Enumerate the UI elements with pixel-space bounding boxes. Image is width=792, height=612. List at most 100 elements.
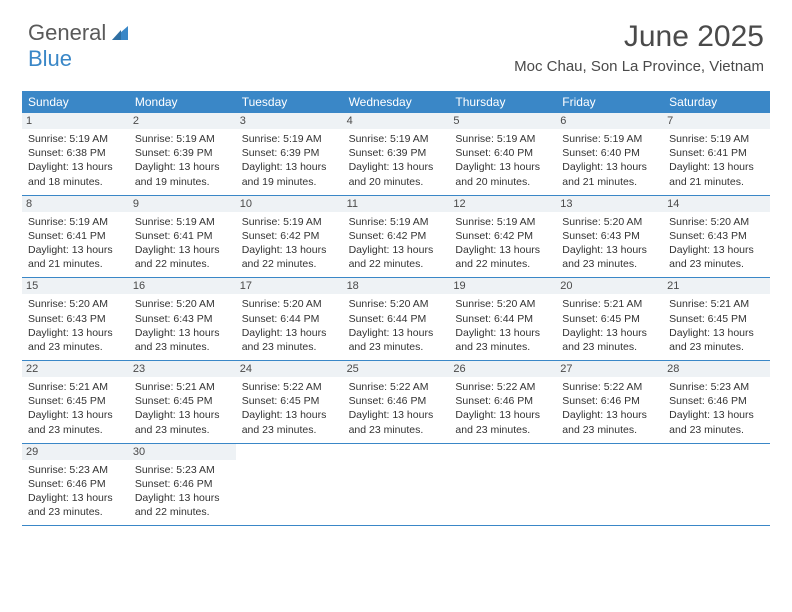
sunset-text: Sunset: 6:44 PM (349, 312, 444, 326)
daylight-text: and 23 minutes. (349, 423, 444, 437)
daylight-text: and 22 minutes. (135, 257, 230, 271)
calendar-day: 7Sunrise: 5:19 AMSunset: 6:41 PMDaylight… (663, 113, 770, 195)
day-number: 11 (343, 196, 450, 212)
daylight-text: and 23 minutes. (28, 505, 123, 519)
sunrise-text: Sunrise: 5:19 AM (562, 132, 657, 146)
day-number: 19 (449, 278, 556, 294)
calendar-day-empty: . (556, 444, 663, 526)
calendar-day: 29Sunrise: 5:23 AMSunset: 6:46 PMDayligh… (22, 444, 129, 526)
daylight-text: and 23 minutes. (562, 340, 657, 354)
sunrise-text: Sunrise: 5:20 AM (28, 297, 123, 311)
sunrise-text: Sunrise: 5:19 AM (669, 132, 764, 146)
daylight-text: Daylight: 13 hours (349, 243, 444, 257)
daylight-text: Daylight: 13 hours (669, 243, 764, 257)
day-number: 12 (449, 196, 556, 212)
day-number: 15 (22, 278, 129, 294)
sunset-text: Sunset: 6:43 PM (28, 312, 123, 326)
daylight-text: and 23 minutes. (135, 423, 230, 437)
sunrise-text: Sunrise: 5:22 AM (242, 380, 337, 394)
sunset-text: Sunset: 6:39 PM (242, 146, 337, 160)
calendar-day: 17Sunrise: 5:20 AMSunset: 6:44 PMDayligh… (236, 278, 343, 360)
calendar-day: 25 Sunrise: 5:22 AMSunset: 6:46 PMDayligh… (343, 361, 450, 443)
weekday-header: Wednesday (343, 91, 450, 113)
sunset-text: Sunset: 6:42 PM (349, 229, 444, 243)
day-number: 27 (556, 361, 663, 377)
sunset-text: Sunset: 6:46 PM (669, 394, 764, 408)
weekday-header: Friday (556, 91, 663, 113)
calendar-day: 23Sunrise: 5:21 AMSunset: 6:45 PMDayligh… (129, 361, 236, 443)
daylight-text: Daylight: 13 hours (669, 326, 764, 340)
daylight-text: Daylight: 13 hours (349, 326, 444, 340)
sunrise-text: Sunrise: 5:19 AM (28, 132, 123, 146)
daylight-text: and 22 minutes. (349, 257, 444, 271)
calendar-week: 29Sunrise: 5:23 AMSunset: 6:46 PMDayligh… (22, 444, 770, 527)
sunrise-text: Sunrise: 5:19 AM (455, 215, 550, 229)
calendar-day: 2Sunrise: 5:19 AMSunset: 6:39 PMDaylight… (129, 113, 236, 195)
calendar-day: 21Sunrise: 5:21 AMSunset: 6:45 PMDayligh… (663, 278, 770, 360)
sunset-text: Sunset: 6:46 PM (349, 394, 444, 408)
day-number: 28 (663, 361, 770, 377)
daylight-text: Daylight: 13 hours (455, 160, 550, 174)
calendar-day: 3Sunrise: 5:19 AMSunset: 6:39 PMDaylight… (236, 113, 343, 195)
daylight-text: Daylight: 13 hours (455, 326, 550, 340)
daylight-text: Daylight: 13 hours (28, 243, 123, 257)
calendar-day: 6Sunrise: 5:19 AMSunset: 6:40 PMDaylight… (556, 113, 663, 195)
title-block: June 2025 Moc Chau, Son La Province, Vie… (514, 20, 764, 75)
daylight-text: Daylight: 13 hours (135, 408, 230, 422)
sunrise-text: Sunrise: 5:20 AM (669, 215, 764, 229)
sunset-text: Sunset: 6:45 PM (135, 394, 230, 408)
calendar-day: 15Sunrise: 5:20 AMSunset: 6:43 PMDayligh… (22, 278, 129, 360)
page-header: General June 2025 Moc Chau, Son La Provi… (0, 0, 792, 81)
sunrise-text: Sunrise: 5:21 AM (669, 297, 764, 311)
day-number: 18 (343, 278, 450, 294)
day-number: 3 (236, 113, 343, 129)
daylight-text: and 20 minutes. (349, 175, 444, 189)
day-number: 13 (556, 196, 663, 212)
daylight-text: and 19 minutes. (242, 175, 337, 189)
sunset-text: Sunset: 6:40 PM (455, 146, 550, 160)
daylight-text: Daylight: 13 hours (242, 160, 337, 174)
calendar-day: 30Sunrise: 5:23 AMSunset: 6:46 PMDayligh… (129, 444, 236, 526)
calendar-day: 10Sunrise: 5:19 AMSunset: 6:42 PMDayligh… (236, 196, 343, 278)
daylight-text: and 22 minutes. (242, 257, 337, 271)
sunset-text: Sunset: 6:44 PM (242, 312, 337, 326)
daylight-text: Daylight: 13 hours (28, 160, 123, 174)
sunset-text: Sunset: 6:46 PM (28, 477, 123, 491)
sunrise-text: Sunrise: 5:22 AM (349, 380, 444, 394)
daylight-text: and 21 minutes. (562, 175, 657, 189)
daylight-text: Daylight: 13 hours (349, 408, 444, 422)
calendar-day: 26Sunrise: 5:22 AMSunset: 6:46 PMDayligh… (449, 361, 556, 443)
daylight-text: Daylight: 13 hours (562, 160, 657, 174)
calendar-day: 18Sunrise: 5:20 AMSunset: 6:44 PMDayligh… (343, 278, 450, 360)
calendar-day: 4Sunrise: 5:19 AMSunset: 6:39 PMDaylight… (343, 113, 450, 195)
sunrise-text: Sunrise: 5:19 AM (349, 132, 444, 146)
calendar-day-empty: . (449, 444, 556, 526)
sunset-text: Sunset: 6:46 PM (135, 477, 230, 491)
calendar-day: 12Sunrise: 5:19 AMSunset: 6:42 PMDayligh… (449, 196, 556, 278)
day-number: 9 (129, 196, 236, 212)
calendar-weeks: 1Sunrise: 5:19 AMSunset: 6:38 PMDaylight… (22, 113, 770, 526)
sunrise-text: Sunrise: 5:22 AM (455, 380, 550, 394)
sunset-text: Sunset: 6:39 PM (135, 146, 230, 160)
weekday-header: Monday (129, 91, 236, 113)
daylight-text: Daylight: 13 hours (135, 243, 230, 257)
day-number: 10 (236, 196, 343, 212)
sunset-text: Sunset: 6:41 PM (28, 229, 123, 243)
calendar-day: 5Sunrise: 5:19 AMSunset: 6:40 PMDaylight… (449, 113, 556, 195)
daylight-text: and 23 minutes. (669, 423, 764, 437)
brand-part2: Blue (28, 46, 72, 72)
day-number: 26 (449, 361, 556, 377)
daylight-text: Daylight: 13 hours (562, 408, 657, 422)
calendar-day: 22Sunrise: 5:21 AMSunset: 6:45 PMDayligh… (22, 361, 129, 443)
sunset-text: Sunset: 6:43 PM (562, 229, 657, 243)
daylight-text: and 23 minutes. (242, 423, 337, 437)
calendar-week: 1Sunrise: 5:19 AMSunset: 6:38 PMDaylight… (22, 113, 770, 196)
calendar-day: 13Sunrise: 5:20 AMSunset: 6:43 PMDayligh… (556, 196, 663, 278)
sunrise-text: Sunrise: 5:19 AM (135, 132, 230, 146)
day-number: 25 (343, 361, 450, 377)
sunrise-text: Sunrise: 5:23 AM (28, 463, 123, 477)
sunset-text: Sunset: 6:45 PM (562, 312, 657, 326)
calendar-day-empty: . (663, 444, 770, 526)
day-number: 14 (663, 196, 770, 212)
sunrise-text: Sunrise: 5:21 AM (562, 297, 657, 311)
